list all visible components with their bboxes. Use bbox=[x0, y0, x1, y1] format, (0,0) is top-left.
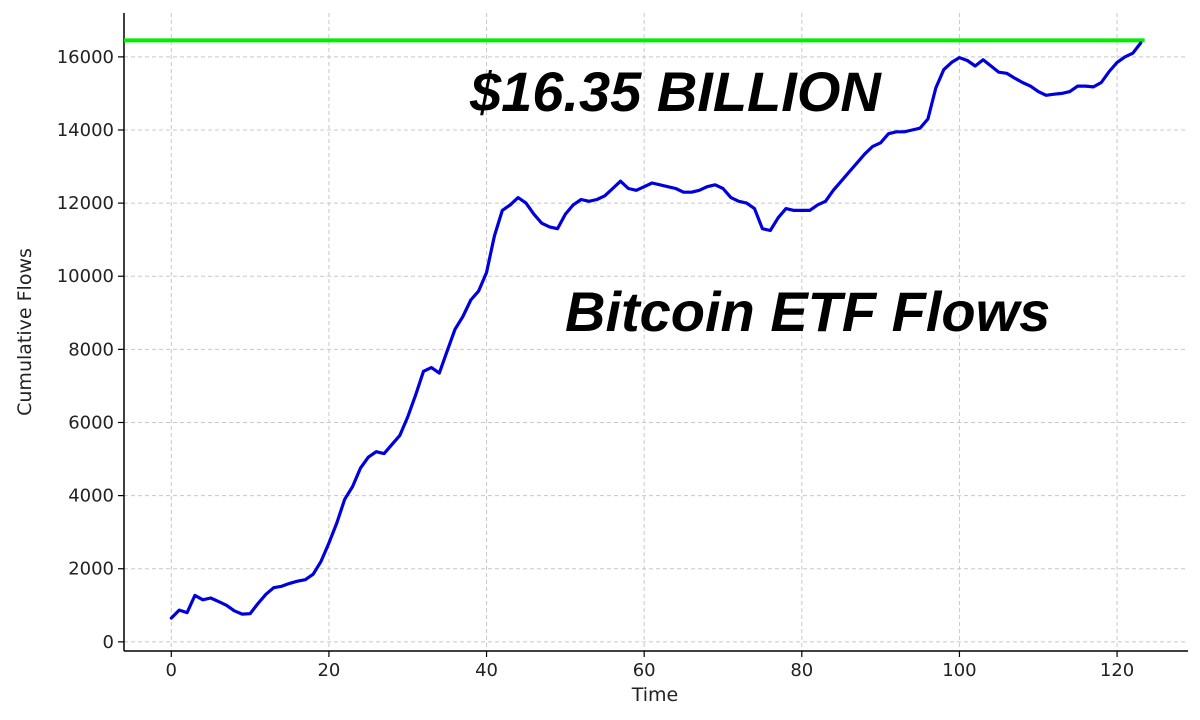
series-group bbox=[169, 41, 1143, 620]
x-tick-label: 80 bbox=[790, 660, 813, 681]
axes bbox=[123, 13, 1188, 652]
y-tick-label: 12000 bbox=[57, 193, 114, 214]
x-tick-label: 20 bbox=[317, 660, 340, 681]
annotation-total-billion: $16.35 BILLION bbox=[469, 60, 882, 123]
y-tick-label: 6000 bbox=[68, 412, 114, 433]
y-tick-label: 0 bbox=[103, 632, 114, 653]
annotation-bitcoin-etf-flows: Bitcoin ETF Flows bbox=[565, 280, 1050, 343]
x-tick-label: 0 bbox=[166, 660, 177, 681]
y-tick-label: 4000 bbox=[68, 486, 114, 507]
x-axis-label: Time bbox=[631, 684, 679, 706]
y-axis-label: Cumulative Flows bbox=[14, 248, 36, 416]
y-tick-label: 16000 bbox=[57, 47, 114, 68]
x-axis-ticks: 0 20 40 60 80 100 120 bbox=[166, 651, 1134, 681]
y-axis-ticks: 0 2000 4000 6000 8000 10000 12000 14000 16000 bbox=[57, 47, 124, 653]
x-tick-label: 100 bbox=[942, 660, 976, 681]
y-tick-label: 10000 bbox=[57, 266, 114, 287]
y-tick-label: 8000 bbox=[68, 339, 114, 360]
grid-lines bbox=[124, 13, 1188, 651]
x-tick-label: 120 bbox=[1100, 660, 1134, 681]
x-tick-label: 60 bbox=[633, 660, 656, 681]
y-tick-label: 2000 bbox=[68, 559, 114, 580]
x-tick-label: 40 bbox=[475, 660, 498, 681]
series-line bbox=[169, 41, 1143, 620]
y-tick-label: 14000 bbox=[57, 120, 114, 141]
